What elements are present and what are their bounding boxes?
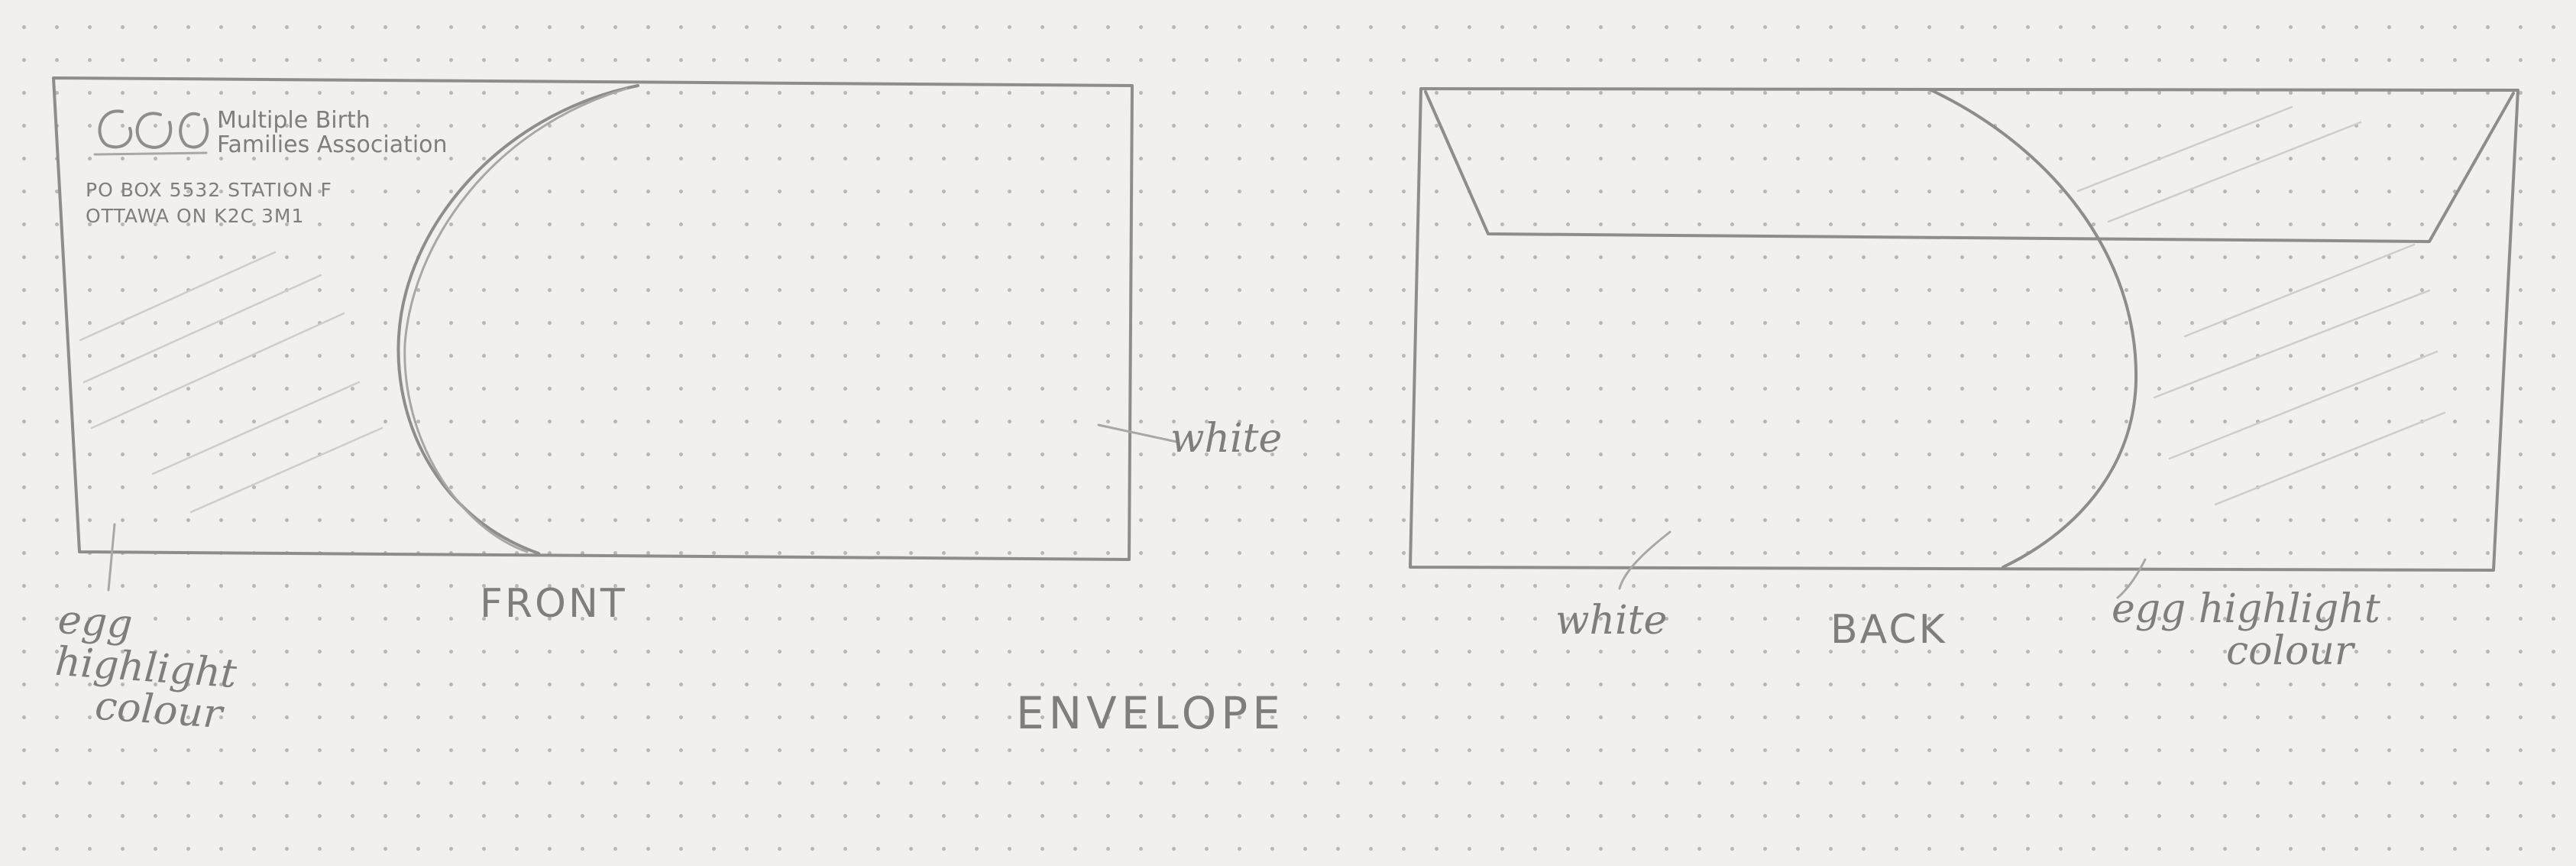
address-line1: PO BOX 5532 STATION F — [86, 179, 332, 201]
front-white-leader — [1097, 423, 1178, 443]
sketch-title: ENVELOPE — [1016, 687, 1285, 739]
address-line2: OTTAWA ON K2C 3M1 — [86, 204, 305, 227]
back-label: BACK — [1830, 607, 1947, 653]
back-white-label: white — [1555, 598, 1668, 644]
back-highlight-hatching — [2076, 105, 2446, 506]
front-label: FRONT — [480, 581, 627, 627]
back-egg-curve — [1930, 89, 2138, 569]
front-envelope — [52, 76, 1178, 592]
back-envelope-outline — [1409, 87, 2519, 572]
front-egg-curve-retrace — [403, 87, 628, 553]
org-name: Multiple Birth Families Association — [217, 107, 448, 159]
back-highlight-leader — [2116, 558, 2147, 599]
org-name-line1: Multiple Birth — [217, 107, 371, 134]
back-highlight-label: egg highlight colour — [2112, 586, 2380, 674]
return-address: PO BOX 5532 STATION F OTTAWA ON K2C 3M1 — [86, 177, 332, 229]
back-envelope — [1409, 87, 2519, 599]
back-flap — [1424, 90, 2515, 243]
front-highlight-hatching — [79, 251, 383, 514]
front-highlight-leader — [107, 523, 116, 592]
logo-symbol — [93, 109, 209, 156]
front-envelope-outline — [52, 76, 1134, 561]
back-white-leader — [1618, 530, 1671, 590]
front-white-label: white — [1170, 416, 1283, 462]
org-name-line2: Families Association — [217, 131, 448, 159]
front-highlight-label: egg highlight colour — [53, 596, 238, 738]
